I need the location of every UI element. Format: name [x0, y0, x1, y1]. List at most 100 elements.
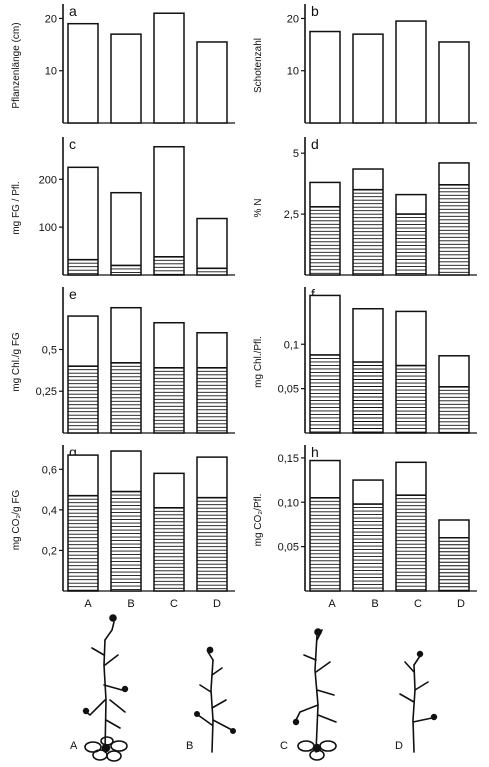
y-tick-label-h-2: 0,15 — [278, 453, 299, 465]
bar-g-a — [67, 454, 99, 592]
bar-b-d — [438, 41, 470, 124]
panel-letter-a: a — [69, 3, 77, 19]
hatched-bar-f-c — [396, 364, 426, 433]
bar-e-b — [110, 306, 142, 434]
panel-e: e mg Chl./g FG 0,25 0,5 — [11, 286, 235, 434]
panel-letter-g: g — [69, 444, 77, 460]
hatched-bar-g-a — [68, 494, 98, 591]
bar-f-d — [438, 355, 470, 434]
plant-label-d: D — [395, 740, 403, 752]
plant-label-b: B — [186, 740, 194, 752]
hatched-bar-h-b — [353, 503, 383, 589]
hatched-bar-d-b — [353, 188, 383, 275]
hatched-bar-c-b — [111, 264, 141, 273]
y-label-d: % N — [253, 199, 264, 218]
plant-d-drawing — [399, 650, 438, 753]
bar-b-b — [352, 33, 384, 124]
bar-d-a — [309, 181, 341, 276]
hatched-bar-h-a — [310, 497, 340, 590]
hatched-bar-e-c — [154, 367, 184, 432]
hatched-bar-c-a — [68, 258, 98, 275]
panel-h: h mg CO₂/Pfl. 0,05 0,10 0,15 — [253, 444, 477, 592]
hatched-bar-d-c — [396, 213, 426, 275]
plant-drawings — [82, 614, 438, 762]
panel-a: a Pflanzenlänge (cm) 10 20 — [11, 3, 235, 124]
bar-d-b — [352, 168, 384, 276]
y-label-e: mg Chl./g FG — [11, 332, 22, 392]
charts-layer: a Pflanzenlänge (cm) 10 20 b Schotenzahl 10 20 c… — [11, 3, 477, 592]
y-tick-label-e-0: 0,25 — [36, 386, 57, 398]
panel-f: f mg Chl./Pfl. 0,05 0,1 — [253, 286, 477, 434]
y-tick-label-h-1: 0,10 — [278, 497, 299, 509]
panel-letter-h: h — [311, 444, 319, 460]
panel-d: d % N 2,5 5 — [253, 136, 477, 276]
hatched-bar-g-b — [111, 490, 141, 591]
bar-c-a — [67, 166, 99, 276]
hatched-bar-d-d — [439, 184, 469, 273]
bar-e-a — [67, 315, 99, 434]
plant-c-drawing — [292, 628, 337, 761]
hatched-bar-c-d — [197, 267, 227, 273]
category-label-d-left: D — [213, 598, 221, 610]
bar-g-b — [110, 450, 142, 592]
panel-g: g mg CO₂/g FG 0,2 0,4 0,6 — [11, 444, 235, 592]
y-label-g: mg CO₂/g FG — [11, 490, 22, 551]
category-label-c-left: C — [170, 598, 178, 610]
hatched-bar-h-d — [439, 536, 469, 591]
panel-letter-e: e — [69, 286, 77, 302]
category-label-a-left: A — [84, 598, 92, 610]
y-tick-label-g-0: 0,2 — [42, 545, 57, 557]
y-tick-label-a-0: 10 — [45, 66, 57, 78]
y-tick-label-f-0: 0,05 — [278, 384, 299, 396]
category-label-a-right: A — [328, 598, 336, 610]
bar-a-d — [196, 41, 228, 124]
y-tick-label-b-0: 10 — [287, 66, 299, 78]
bar-d-d — [438, 162, 470, 276]
bar-e-c — [153, 321, 185, 434]
y-label-b: Schotenzahl — [253, 38, 264, 93]
y-tick-label-g-1: 0,4 — [42, 505, 57, 517]
category-label-c-right: C — [414, 598, 422, 610]
y-tick-label-f-1: 0,1 — [284, 339, 299, 351]
panel-c: c mg FG / Pfl. 100 200 — [11, 136, 235, 276]
y-label-h: mg CO₂/Pfl. — [253, 494, 264, 547]
category-label-b-left: B — [127, 598, 135, 610]
plant-a-drawing — [82, 614, 129, 762]
bar-c-b — [110, 191, 142, 276]
y-tick-label-d-0: 2,5 — [284, 209, 299, 221]
y-label-a: Pflanzenlänge (cm) — [11, 22, 22, 108]
bar-g-d — [196, 456, 228, 592]
bar-b-c — [395, 20, 427, 124]
bar-c-d — [196, 217, 228, 276]
hatched-bar-c-c — [154, 256, 184, 275]
y-label-c: mg FG / Pfl. — [11, 181, 22, 234]
plant-label-c: C — [280, 740, 288, 752]
panel-b: b Schotenzahl 10 20 — [253, 3, 477, 124]
y-label-f: mg Chl./Pfl. — [253, 336, 264, 388]
bar-c-c — [153, 145, 185, 276]
y-tick-label-c-1: 200 — [39, 174, 57, 186]
plant-b-drawing — [194, 646, 237, 753]
panel-letter-b: b — [311, 3, 319, 19]
bar-b-a — [309, 30, 341, 124]
hatched-bar-d-a — [310, 205, 340, 274]
bar-f-a — [309, 294, 341, 434]
hatched-bar-e-a — [68, 365, 98, 430]
hatched-bar-g-c — [154, 507, 184, 589]
hatched-bar-g-d — [197, 496, 227, 590]
hatched-bar-e-b — [111, 362, 141, 430]
bar-a-c — [153, 12, 185, 124]
y-tick-label-c-0: 100 — [39, 222, 57, 234]
hatched-bar-f-d — [439, 386, 469, 433]
panel-letter-f: f — [311, 286, 315, 302]
y-tick-label-d-1: 5 — [293, 148, 299, 160]
y-tick-label-a-1: 20 — [45, 13, 57, 25]
category-label-b-right: B — [371, 598, 379, 610]
bar-f-b — [352, 308, 384, 434]
category-label-d-right: D — [457, 598, 465, 610]
y-tick-label-b-1: 20 — [287, 13, 299, 25]
y-tick-label-g-2: 0,6 — [42, 464, 57, 476]
hatched-bar-e-d — [197, 367, 227, 432]
plant-label-a: A — [70, 740, 78, 752]
